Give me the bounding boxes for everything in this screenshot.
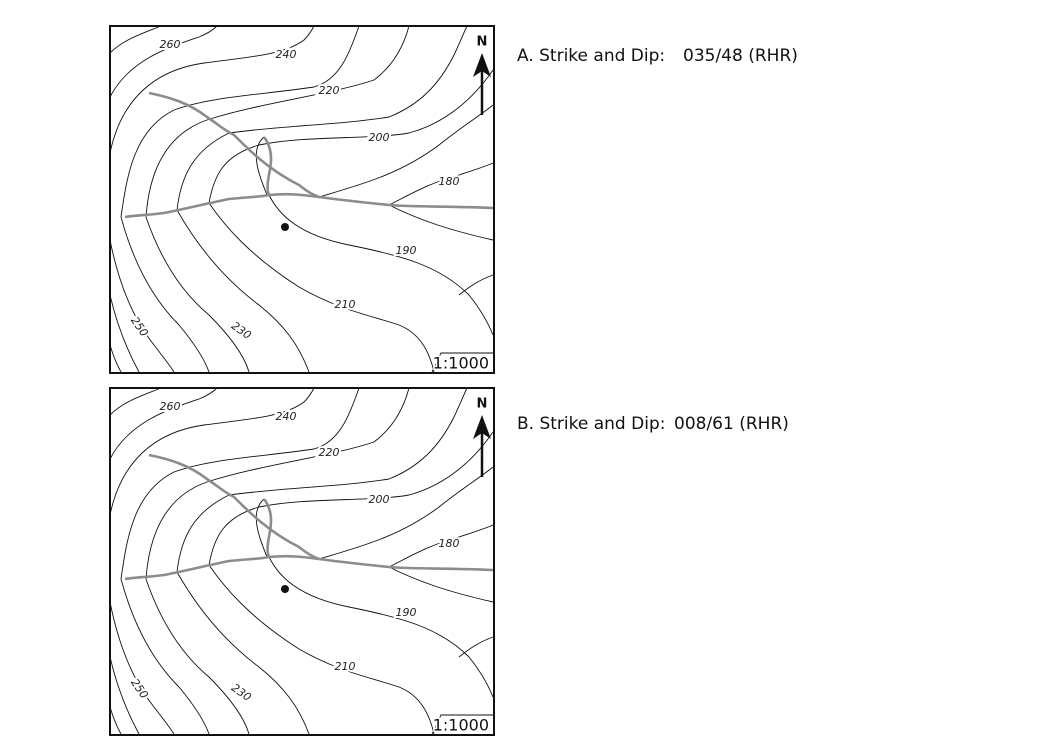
contour-line xyxy=(109,601,175,735)
contour-line xyxy=(109,706,122,735)
contour-label: 200 xyxy=(369,131,390,144)
contour-line xyxy=(458,636,494,658)
point xyxy=(281,223,289,231)
contour-label: 190 xyxy=(396,606,417,619)
contour-line xyxy=(109,387,315,516)
scale-bracket xyxy=(431,714,493,735)
contour-line xyxy=(208,431,494,566)
contour-line xyxy=(109,387,162,416)
contour-label: 220 xyxy=(319,84,340,97)
contour-line xyxy=(388,566,494,603)
contour-line xyxy=(176,571,310,735)
stream xyxy=(124,192,494,219)
contour-label: 180 xyxy=(439,175,460,188)
contour-line xyxy=(318,104,494,198)
contour-line xyxy=(120,25,360,218)
question-label: B. Strike and Dip: xyxy=(517,414,666,434)
contour-line xyxy=(109,239,175,373)
contour-line xyxy=(176,387,468,573)
contour-line xyxy=(145,578,250,735)
stream xyxy=(262,498,273,558)
contour-line xyxy=(109,344,122,373)
contour-line xyxy=(145,216,250,373)
contour-line xyxy=(255,136,268,196)
stream xyxy=(262,136,273,196)
contour-line xyxy=(109,25,162,54)
scale-label: 1:1000 xyxy=(433,716,489,735)
contour-line xyxy=(318,466,494,560)
stream xyxy=(148,453,320,561)
contour-label: 210 xyxy=(335,660,356,673)
contour-label: 260 xyxy=(160,38,181,51)
scale-label: 1:1000 xyxy=(433,354,489,373)
north-label: N xyxy=(477,35,488,50)
contour-line xyxy=(268,194,494,336)
contour-line xyxy=(268,556,494,698)
contour-line xyxy=(208,202,435,373)
answer: 035/48 (RHR) xyxy=(683,46,798,66)
contour-label: 230 xyxy=(229,681,254,704)
contour-label: 190 xyxy=(396,244,417,257)
contour-label: 240 xyxy=(276,48,297,61)
contour-label: 220 xyxy=(319,446,340,459)
contour-line xyxy=(176,25,468,211)
contour-line xyxy=(109,387,218,460)
contour-line xyxy=(120,216,210,373)
north-arrow-head xyxy=(473,415,491,439)
contour-label: 230 xyxy=(229,319,254,342)
point xyxy=(281,585,289,593)
contour-label: 200 xyxy=(369,493,390,506)
map-frame xyxy=(109,25,495,374)
question-label: A. Strike and Dip: xyxy=(517,46,666,66)
stream xyxy=(124,554,494,581)
contour-line xyxy=(145,25,410,218)
contour-line xyxy=(109,656,140,735)
contour-line xyxy=(208,69,494,204)
map-frame xyxy=(109,387,495,736)
north-arrow-head xyxy=(473,53,491,77)
contour-label: 260 xyxy=(160,400,181,413)
contour-line xyxy=(145,387,410,580)
north-label: N xyxy=(477,397,488,412)
scale-bracket xyxy=(431,352,493,373)
contour-line xyxy=(176,209,310,373)
answer: 008/61 (RHR) xyxy=(674,414,789,434)
contour-label: 180 xyxy=(439,537,460,550)
contour-line xyxy=(109,25,315,154)
contour-line xyxy=(388,162,494,206)
contour-line xyxy=(208,564,435,735)
contour-label: 240 xyxy=(276,410,297,423)
contour-line xyxy=(388,524,494,568)
contour-line xyxy=(458,274,494,296)
contour-line xyxy=(255,498,268,558)
stream xyxy=(148,91,320,199)
contour-line xyxy=(109,294,140,373)
contour-line xyxy=(120,387,360,580)
contour-label: 210 xyxy=(335,298,356,311)
contour-line xyxy=(120,578,210,735)
contour-line xyxy=(109,25,218,98)
contour-line xyxy=(388,204,494,241)
